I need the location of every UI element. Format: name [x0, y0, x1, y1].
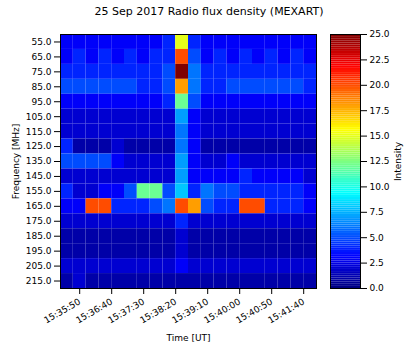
- svg-text:115.0: 115.0: [26, 126, 52, 136]
- svg-text:215.0: 215.0: [26, 276, 52, 286]
- svg-text:12.5: 12.5: [370, 156, 390, 166]
- svg-text:Intensity: Intensity: [393, 141, 403, 181]
- svg-text:185.0: 185.0: [26, 231, 52, 241]
- svg-text:85.0: 85.0: [31, 82, 51, 92]
- svg-text:15:38:20: 15:38:20: [138, 296, 179, 326]
- svg-text:175.0: 175.0: [26, 216, 52, 226]
- svg-text:135.0: 135.0: [26, 156, 52, 166]
- svg-text:165.0: 165.0: [26, 201, 52, 211]
- svg-text:Frequency [MHz]: Frequency [MHz]: [11, 124, 21, 200]
- svg-text:155.0: 155.0: [26, 186, 52, 196]
- svg-text:145.0: 145.0: [26, 171, 52, 181]
- svg-text:15:37:30: 15:37:30: [106, 296, 147, 326]
- svg-text:195.0: 195.0: [26, 246, 52, 256]
- svg-text:15.0: 15.0: [370, 131, 390, 141]
- svg-text:95.0: 95.0: [31, 97, 51, 107]
- svg-text:22.5: 22.5: [370, 55, 390, 65]
- svg-text:5.0: 5.0: [370, 233, 385, 243]
- svg-text:105.0: 105.0: [26, 112, 52, 122]
- svg-text:15:39:10: 15:39:10: [170, 296, 211, 326]
- svg-text:25.0: 25.0: [370, 29, 390, 39]
- svg-text:Time [UT]: Time [UT]: [166, 333, 211, 343]
- svg-text:55.0: 55.0: [31, 37, 51, 47]
- svg-text:15:35:50: 15:35:50: [42, 296, 83, 326]
- svg-text:7.5: 7.5: [370, 207, 384, 217]
- svg-text:65.0: 65.0: [31, 52, 51, 62]
- svg-text:15:40:50: 15:40:50: [234, 296, 275, 326]
- svg-text:15:36:40: 15:36:40: [74, 296, 115, 326]
- svg-text:205.0: 205.0: [26, 261, 52, 271]
- svg-text:20.0: 20.0: [370, 80, 390, 90]
- svg-text:17.5: 17.5: [370, 106, 390, 116]
- svg-text:2.5: 2.5: [370, 258, 384, 268]
- svg-text:15:41:40: 15:41:40: [266, 296, 306, 325]
- svg-text:0.0: 0.0: [370, 283, 385, 293]
- svg-text:75.0: 75.0: [31, 67, 51, 77]
- svg-text:15:40:00: 15:40:00: [202, 296, 243, 326]
- html-text:25 Sep 2017 Radio flux density: 25 Sep 2017 Radio flux density (MEXART): [94, 5, 324, 18]
- svg-text:10.0: 10.0: [370, 182, 390, 192]
- svg-text:125.0: 125.0: [26, 141, 52, 151]
